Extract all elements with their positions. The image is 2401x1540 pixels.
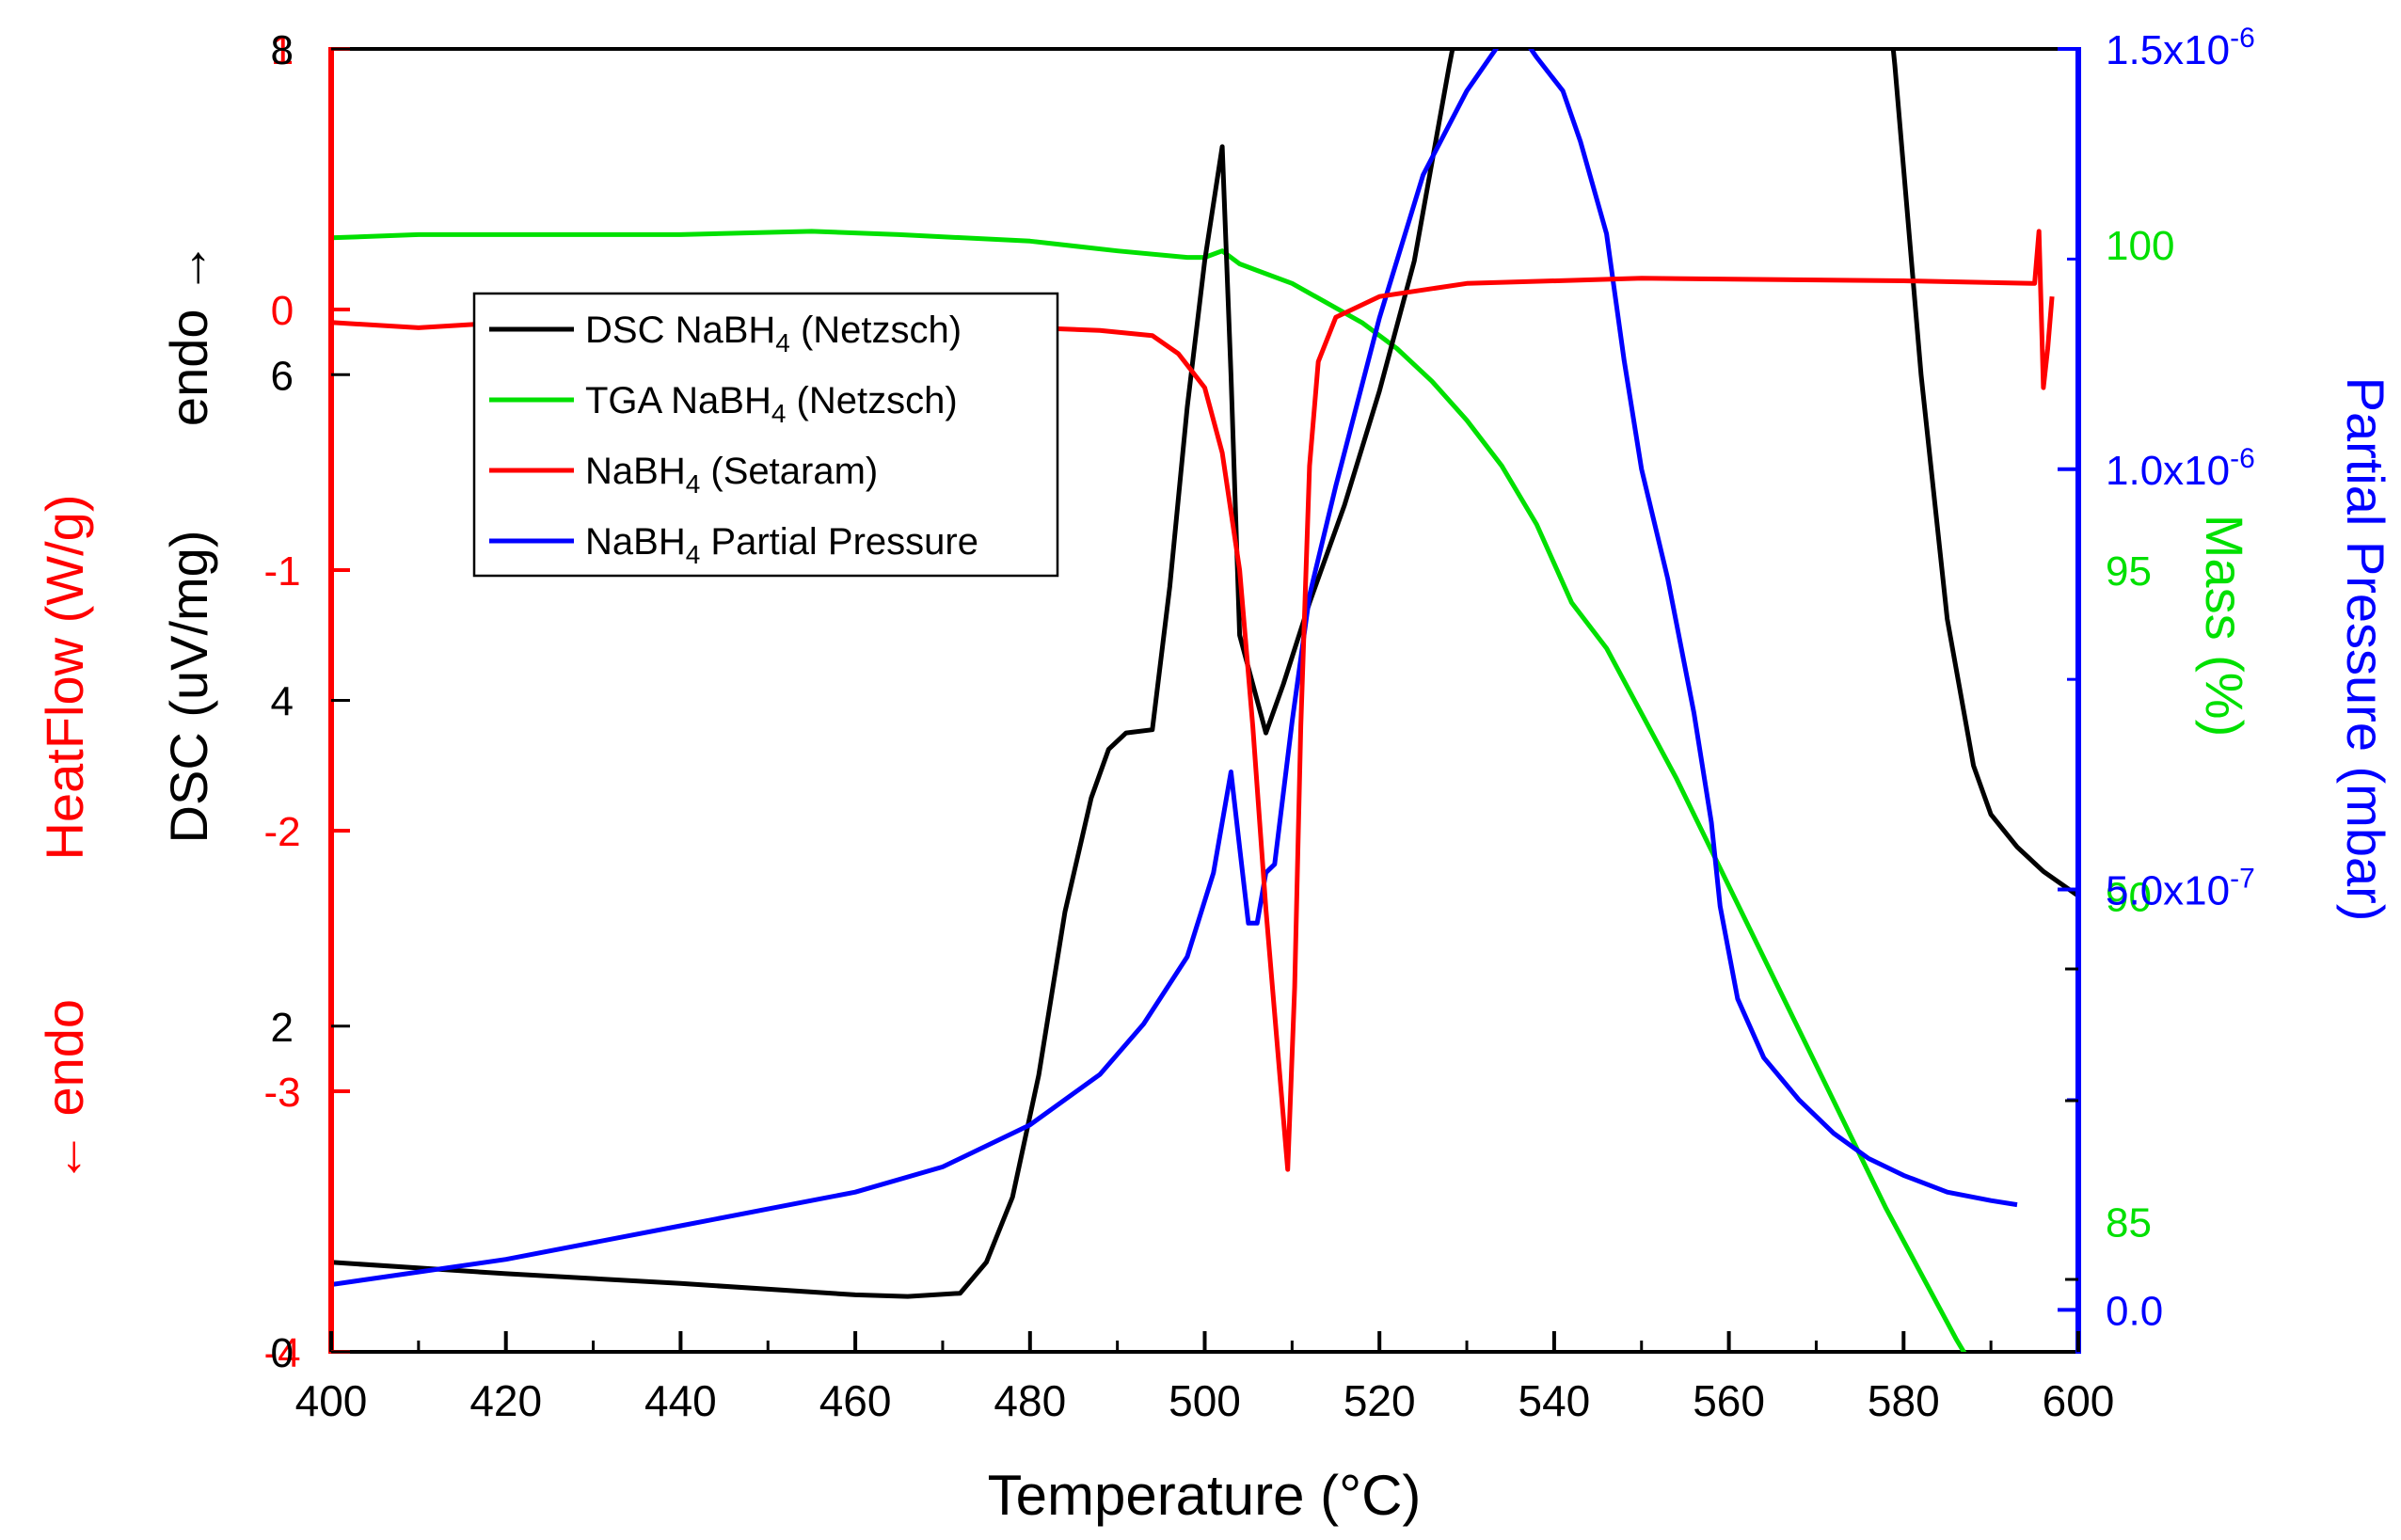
x-tick-label: 560 bbox=[1693, 1376, 1765, 1425]
x-tick-label: 420 bbox=[469, 1376, 542, 1425]
series-line bbox=[331, 49, 2018, 1287]
dsc-tick-label: 4 bbox=[271, 679, 294, 725]
heatflow-tick-label: 1 bbox=[271, 27, 294, 73]
legend-box bbox=[472, 292, 1059, 578]
dsc-axis-title: DSC (uV/mg) bbox=[159, 531, 218, 844]
legend-label-text: NaBH bbox=[585, 451, 686, 492]
pressure-axis-title: Partial Pressure (mbar) bbox=[2336, 377, 2395, 922]
legend-label-subscript: 4 bbox=[771, 399, 787, 428]
legend-label-text: (Setaram) bbox=[700, 451, 878, 492]
legend-label-subscript: 4 bbox=[686, 540, 701, 569]
mass-tick-label: 85 bbox=[2106, 1200, 2152, 1246]
mass-tick-label: 90 bbox=[2106, 874, 2152, 920]
x-tick-label: 540 bbox=[1519, 1376, 1591, 1425]
heatflow-tick-label: -2 bbox=[263, 809, 300, 855]
legend-label-subscript: 4 bbox=[775, 328, 790, 357]
ticks-layer: 400 420 440 460 480 500 520 540 560 580 60010-1-2-… bbox=[263, 23, 2254, 1425]
heatflow-tick-label: -3 bbox=[263, 1070, 300, 1116]
x-tick-label: 600 bbox=[2043, 1376, 2115, 1425]
heatflow-axis-title: HeatFlow (W/g) bbox=[35, 495, 94, 861]
mass-tick-label: 95 bbox=[2106, 548, 2152, 595]
dsc-tick-label: 2 bbox=[271, 1005, 294, 1051]
legend-label: NaBH4 Partial Pressure bbox=[585, 521, 978, 569]
pressure-tick-exponent: -6 bbox=[2230, 23, 2255, 54]
legend-label-subscript: 4 bbox=[686, 469, 701, 499]
legend-label: TGA NaBH4 (Netzsch) bbox=[585, 380, 958, 428]
x-tick-label: 480 bbox=[994, 1376, 1066, 1425]
x-tick-label: 500 bbox=[1169, 1376, 1241, 1425]
pressure-tick-exponent: -6 bbox=[2230, 443, 2255, 474]
dsc-endo-arrow-label: endo → bbox=[159, 242, 218, 426]
heatflow-tick-label: -1 bbox=[263, 548, 300, 595]
legend-label-text: (Netzsch) bbox=[786, 380, 957, 421]
legend-label: NaBH4 (Setaram) bbox=[585, 451, 878, 499]
x-tick-label: 580 bbox=[1868, 1376, 1940, 1425]
legend-label-text: DSC NaBH bbox=[585, 310, 775, 351]
dsc-tick-label: 0 bbox=[271, 1330, 294, 1376]
pressure-tick-label: 0.0 bbox=[2106, 1288, 2163, 1334]
legend-label-text: TGA NaBH bbox=[585, 380, 771, 421]
series-line bbox=[331, 49, 2078, 1299]
mass-tick-label: 100 bbox=[2106, 223, 2174, 269]
heatflow-tick-label: 0 bbox=[271, 288, 294, 334]
legend-label-text: Partial Pressure bbox=[700, 521, 978, 563]
x-tick-label: 400 bbox=[295, 1376, 368, 1425]
dsc-tick-label: 6 bbox=[271, 353, 294, 399]
legend-label: DSC NaBH4 (Netzsch) bbox=[585, 310, 962, 357]
x-tick-label: 520 bbox=[1344, 1376, 1416, 1425]
pressure-tick-exponent: -7 bbox=[2230, 864, 2255, 895]
mass-axis-title: Mass (%) bbox=[2195, 515, 2254, 737]
x-tick-label: 440 bbox=[644, 1376, 717, 1425]
dsc-tick-label: 8 bbox=[271, 27, 294, 73]
legend: DSC NaBH4 (Netzsch)TGA NaBH4 (Netzsch)Na… bbox=[472, 292, 1059, 578]
x-tick-label: 460 bbox=[819, 1376, 892, 1425]
heatflow-arrow-label: ← endo bbox=[35, 999, 94, 1183]
heatflow-tick-label: -4 bbox=[263, 1330, 300, 1376]
legend-label-text: NaBH bbox=[585, 521, 686, 563]
legend-label-text: (Netzsch) bbox=[790, 310, 962, 351]
x-axis-title: Temperature (°C) bbox=[988, 1464, 1422, 1527]
legend-items: DSC NaBH4 (Netzsch)TGA NaBH4 (Netzsch)Na… bbox=[489, 310, 978, 569]
